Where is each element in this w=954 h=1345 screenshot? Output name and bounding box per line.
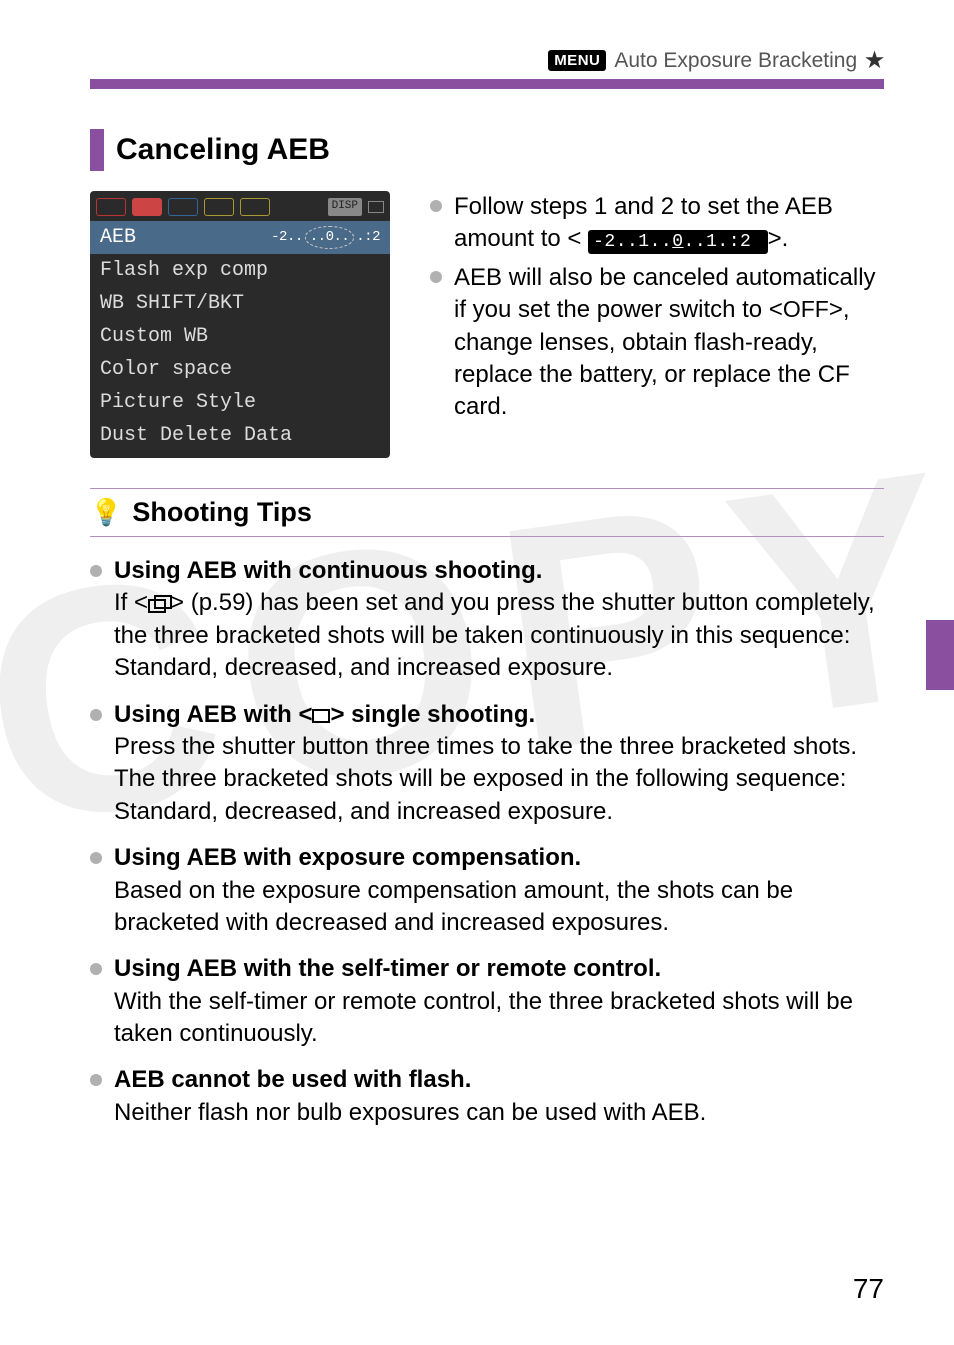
list-item: Using AEB with continuous shooting. If <… xyxy=(90,555,884,685)
lcd-scale-left: -2.. xyxy=(271,227,303,247)
lcd-menu-label: Color space xyxy=(100,355,232,384)
list-item: Follow steps 1 and 2 to set the AEB amou… xyxy=(430,191,884,256)
lcd-tab-icon xyxy=(240,198,270,216)
text: > single shooting. xyxy=(330,701,535,728)
lcd-scale-oval: ..0.. xyxy=(305,226,355,248)
page-container: MENU Auto Exposure Bracketing ★ Cancelin… xyxy=(0,0,954,1129)
single-shot-icon xyxy=(312,709,330,723)
text: Using AEB with < xyxy=(114,701,312,728)
list-item: Using AEB with the self-timer or remote … xyxy=(90,953,884,1050)
lcd-menu-row: Dust Delete Data xyxy=(90,419,390,452)
lcd-tab-icon xyxy=(204,198,234,216)
lcd-disp-badge: DISP xyxy=(328,198,362,216)
lcd-menu-row: Custom WB xyxy=(90,320,390,353)
battery-icon xyxy=(368,201,384,213)
bullet-icon xyxy=(430,271,442,283)
lcd-scale: -2.. ..0.. .:2 xyxy=(271,223,380,252)
lcd-menu-row: Picture Style xyxy=(90,386,390,419)
text: -2..1.. xyxy=(593,232,672,252)
tip-body: Using AEB with exposure compensation. Ba… xyxy=(114,842,884,939)
lcd-menu-label: Dust Delete Data xyxy=(100,421,292,450)
lcd-tab-icon xyxy=(168,198,198,216)
content-row: DISP AEB -2.. ..0.. .:2 Flash exp comp W… xyxy=(90,191,884,458)
tip-body: Using AEB with the self-timer or remote … xyxy=(114,953,884,1050)
section-accent xyxy=(90,129,104,171)
tip-heading: Using AEB with exposure compensation. xyxy=(114,842,884,874)
off-glyph: OFF xyxy=(783,296,829,322)
bullet-text: AEB will also be canceled automatically … xyxy=(454,262,884,424)
bullet-icon xyxy=(90,1074,102,1086)
section-title: Canceling AEB xyxy=(116,129,330,171)
tip-heading: Using AEB with the self-timer or remote … xyxy=(114,953,884,985)
section-title-row: Canceling AEB xyxy=(90,129,884,171)
continuous-shooting-icon xyxy=(148,595,170,611)
text: 0 xyxy=(672,232,683,252)
tip-text: With the self-timer or remote control, t… xyxy=(114,986,884,1051)
bullet-icon xyxy=(90,963,102,975)
star-icon: ★ xyxy=(865,48,884,73)
lightbulb-icon: 💡 xyxy=(90,497,122,528)
bullet-text: Follow steps 1 and 2 to set the AEB amou… xyxy=(454,191,884,256)
tips-header: 💡 Shooting Tips xyxy=(90,488,884,537)
lcd-menu-row: Color space xyxy=(90,353,390,386)
tip-heading: Using AEB with continuous shooting. xyxy=(114,555,884,587)
lcd-tab-bar: DISP xyxy=(90,191,390,221)
menu-badge: MENU xyxy=(548,50,606,71)
page-number: 77 xyxy=(853,1273,884,1305)
lcd-menu-row: WB SHIFT/BKT xyxy=(90,287,390,320)
tips-title: Shooting Tips xyxy=(132,497,311,528)
exposure-scale-badge: -2..1..0..1.:2 xyxy=(588,230,768,254)
camera-lcd-screenshot: DISP AEB -2.. ..0.. .:2 Flash exp comp W… xyxy=(90,191,390,458)
lcd-menu-label: WB SHIFT/BKT xyxy=(100,289,244,318)
header-divider xyxy=(90,79,884,89)
running-header: MENU Auto Exposure Bracketing ★ xyxy=(90,48,884,73)
lcd-menu-row-selected: AEB -2.. ..0.. .:2 xyxy=(90,221,390,254)
lcd-menu-row: Flash exp comp xyxy=(90,254,390,287)
tip-text: If <> (p.59) has been set and you press … xyxy=(114,587,884,684)
tip-body: AEB cannot be used with flash. Neither f… xyxy=(114,1064,884,1129)
right-bullets: Follow steps 1 and 2 to set the AEB amou… xyxy=(430,191,884,458)
text: If < xyxy=(114,589,148,616)
text: >. xyxy=(768,225,789,252)
tip-body: Using AEB with continuous shooting. If <… xyxy=(114,555,884,685)
lcd-menu-label: Picture Style xyxy=(100,388,256,417)
tip-text: Press the shutter button three times to … xyxy=(114,731,884,828)
lcd-tab-icon xyxy=(96,198,126,216)
tip-heading: AEB cannot be used with flash. xyxy=(114,1064,884,1096)
lcd-menu-label: Flash exp comp xyxy=(100,256,268,285)
tip-text: Neither flash nor bulb exposures can be … xyxy=(114,1097,884,1129)
tip-text: Based on the exposure compensation amoun… xyxy=(114,875,884,940)
tip-heading: Using AEB with < > single shooting. xyxy=(114,699,884,731)
lcd-menu-label: Custom WB xyxy=(100,322,208,351)
bullet-icon xyxy=(430,200,442,212)
bullet-icon xyxy=(90,852,102,864)
lcd-menu-label: AEB xyxy=(100,223,136,252)
list-item: AEB will also be canceled automatically … xyxy=(430,262,884,424)
tip-list: Using AEB with continuous shooting. If <… xyxy=(90,555,884,1129)
lcd-tab-icon xyxy=(132,198,162,216)
tip-body: Using AEB with < > single shooting. Press… xyxy=(114,699,884,829)
bullet-icon xyxy=(90,565,102,577)
list-item: Using AEB with exposure compensation. Ba… xyxy=(90,842,884,939)
header-text: Auto Exposure Bracketing xyxy=(614,49,857,73)
text: ..1.:2 xyxy=(684,232,752,252)
text: > (p.59) has been set and you press the … xyxy=(114,589,875,681)
list-item: Using AEB with < > single shooting. Press… xyxy=(90,699,884,829)
list-item: AEB cannot be used with flash. Neither f… xyxy=(90,1064,884,1129)
lcd-scale-right: .:2 xyxy=(356,227,380,247)
bullet-icon xyxy=(90,709,102,721)
